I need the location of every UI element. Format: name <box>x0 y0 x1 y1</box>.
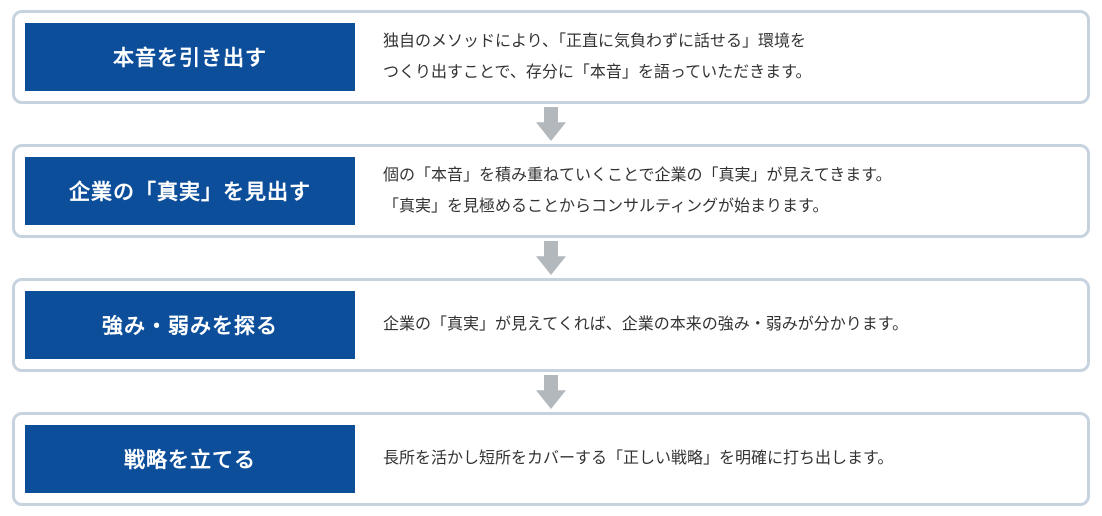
flow-arrow <box>10 372 1092 412</box>
flow-container: 本音を引き出す独自のメソッドにより、「正直に気負わずに話せる」環境をつくり出すこ… <box>10 10 1092 506</box>
flow-arrow <box>10 238 1092 278</box>
step-title: 企業の「真実」を見出す <box>25 157 355 225</box>
step-title: 強み・弱みを探る <box>25 291 355 359</box>
step-desc: 企業の「真実」が見えてくれば、企業の本来の強み・弱みが分かります。 <box>355 309 1077 340</box>
step-desc: 独自のメソッドにより、「正直に気負わずに話せる」環境をつくり出すことで、存分に「… <box>355 26 1077 88</box>
step-card-4: 戦略を立てる長所を活かし短所をカバーする「正しい戦略」を明確に打ち出します。 <box>12 412 1090 506</box>
step-card-2: 企業の「真実」を見出す個の「本音」を積み重ねていくことで企業の「真実」が見えてき… <box>12 144 1090 238</box>
step-desc: 長所を活かし短所をカバーする「正しい戦略」を明確に打ち出します。 <box>355 443 1077 474</box>
step-card-1: 本音を引き出す独自のメソッドにより、「正直に気負わずに話せる」環境をつくり出すこ… <box>12 10 1090 104</box>
step-title: 本音を引き出す <box>25 23 355 91</box>
step-card-3: 強み・弱みを探る企業の「真実」が見えてくれば、企業の本来の強み・弱みが分かります… <box>12 278 1090 372</box>
step-title: 戦略を立てる <box>25 425 355 493</box>
flow-arrow <box>10 104 1092 144</box>
step-desc: 個の「本音」を積み重ねていくことで企業の「真実」が見えてきます。「真実」を見極め… <box>355 160 1077 222</box>
